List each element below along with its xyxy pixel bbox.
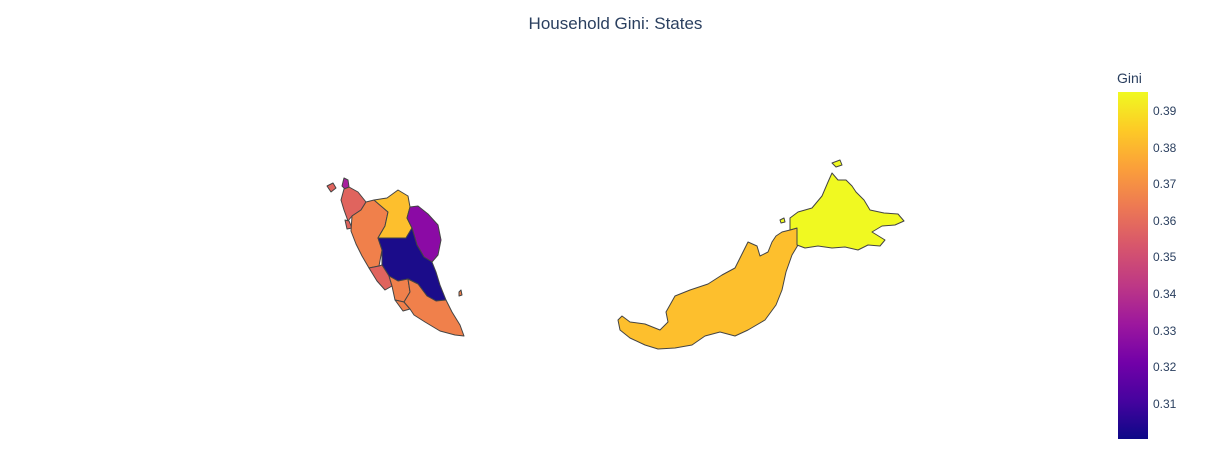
territory-labuan[interactable]	[779, 217, 786, 224]
state-terengganu[interactable]	[406, 205, 442, 263]
colorbar-title: Gini	[1117, 70, 1142, 86]
colorbar-gradient	[1118, 92, 1148, 439]
map-title: Household Gini: States	[528, 14, 703, 33]
island-banggi	[831, 159, 843, 168]
colorbar-tick: 0.31	[1153, 397, 1177, 411]
colorbar-tick: 0.34	[1153, 287, 1177, 301]
colorbar-tick: 0.39	[1153, 104, 1177, 118]
state-langkawi[interactable]	[326, 182, 337, 193]
state-sabah[interactable]	[789, 172, 905, 251]
state-johor[interactable]	[403, 278, 465, 337]
colorbar-tick: 0.38	[1153, 141, 1177, 155]
colorbar-tick: 0.33	[1153, 324, 1177, 338]
colorbar-tick: 0.35	[1153, 250, 1177, 264]
colorbar-tick: 0.32	[1153, 360, 1177, 374]
colorbar-tick: 0.37	[1153, 177, 1177, 191]
colorbar-tick: 0.36	[1153, 214, 1177, 228]
state-sarawak[interactable]	[617, 227, 799, 350]
island-tioman	[458, 289, 463, 297]
